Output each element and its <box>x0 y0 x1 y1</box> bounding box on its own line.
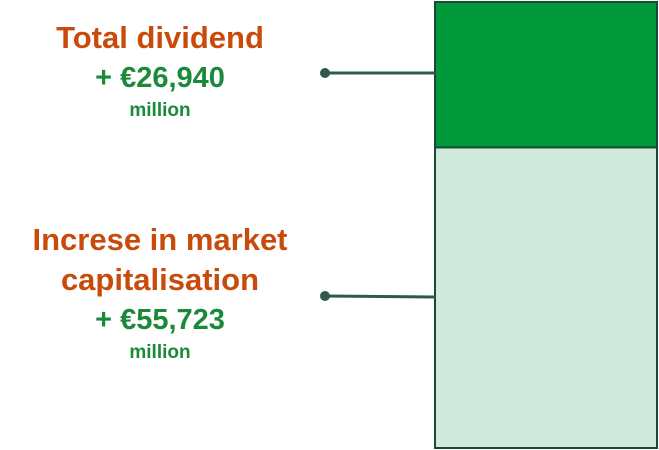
label-block: Total dividend + €26,940 million <box>0 18 320 124</box>
value-label: + €55,723 <box>95 304 225 336</box>
series-name: Increse in market capitalisation <box>32 222 288 297</box>
series-name: Total dividend <box>56 20 264 55</box>
unit-label: million <box>129 342 191 363</box>
bar-segment <box>434 146 658 450</box>
value-label: + €26,940 <box>95 62 225 94</box>
label-block: Increse in market capitalisation + €55,72… <box>0 220 320 366</box>
bar-segment <box>434 0 658 149</box>
unit-label: million <box>129 100 191 121</box>
connector <box>324 294 436 299</box>
connector-dot <box>320 291 330 301</box>
connector-dot <box>320 68 330 78</box>
